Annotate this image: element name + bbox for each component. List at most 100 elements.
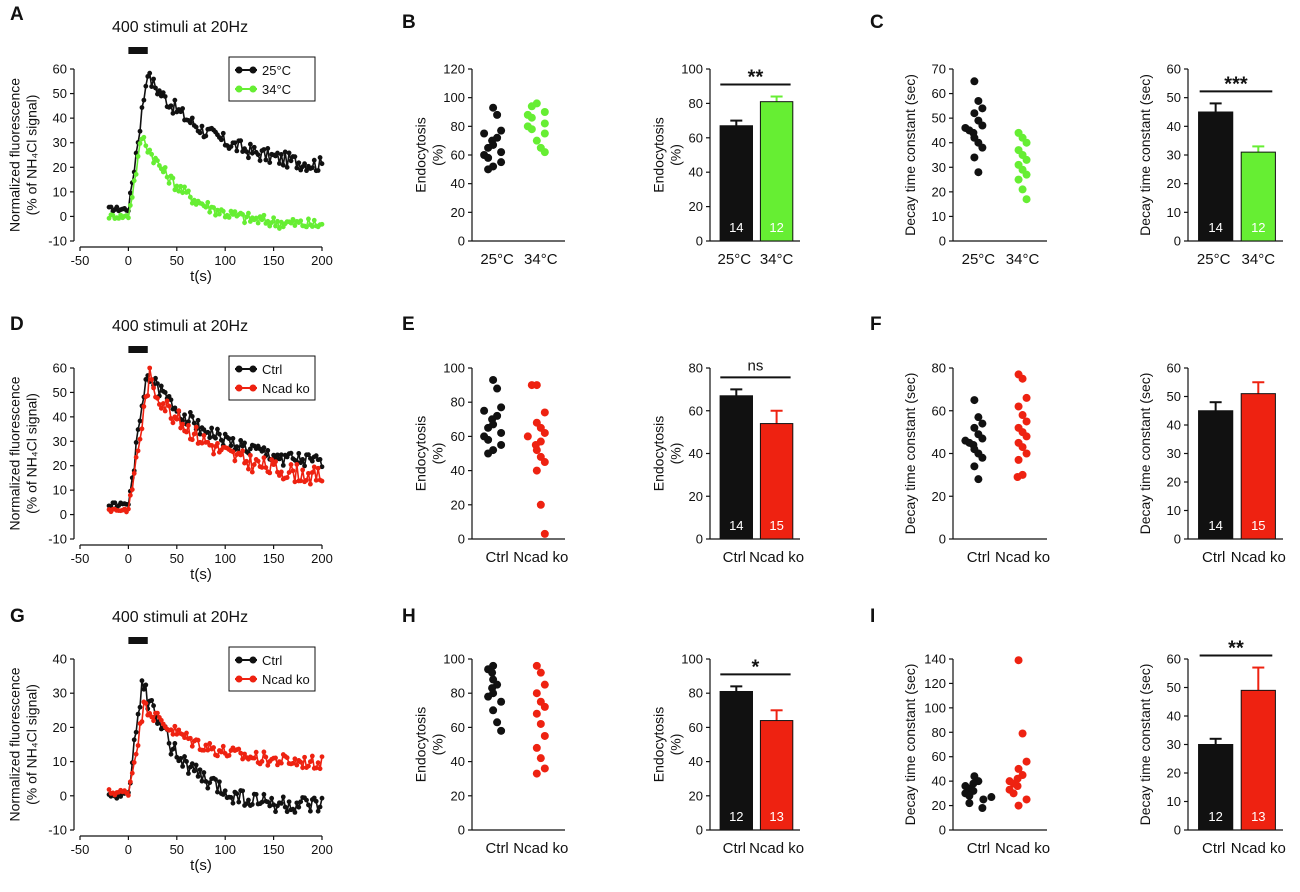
trace-point: [170, 420, 176, 426]
y-axis-label: (% of NH₄Cl signal): [24, 684, 40, 805]
trace-point: [170, 746, 176, 752]
y-tick-label: 60: [1167, 361, 1181, 376]
data-point: [1014, 402, 1023, 411]
trace-point: [304, 168, 309, 174]
trace-point: [182, 735, 187, 741]
data-point: [540, 764, 549, 773]
trace-point: [246, 210, 251, 216]
legend-label: Ncad ko: [262, 672, 310, 687]
trace-point: [187, 735, 193, 741]
y-tick-label: 40: [1167, 709, 1181, 724]
panel-letter: I: [870, 606, 875, 627]
trace-point: [125, 506, 131, 512]
trace-point: [176, 727, 182, 733]
y-axis-label: Endocytosis: [413, 707, 429, 782]
trace-point: [187, 194, 193, 200]
chart-g: -10 0 10 20 30 40 Normalized fluorescence (% of…: [7, 609, 333, 874]
data-point: [1014, 764, 1023, 773]
trace-point: [220, 130, 226, 136]
trace-point: [261, 147, 267, 152]
data-point: [1018, 411, 1027, 420]
y-tick-label: 40: [932, 135, 946, 150]
category-label: Ncad ko: [513, 840, 568, 857]
data-point: [1018, 443, 1027, 452]
trace-point: [249, 150, 255, 156]
category-label: Ctrl: [967, 549, 990, 566]
y-axis-label: (% of NH₄Cl signal): [24, 393, 40, 514]
trace-point: [135, 711, 141, 717]
y-tick-label: 20: [932, 798, 946, 813]
trace-point: [215, 753, 220, 759]
trace-point: [277, 226, 282, 231]
panel-letter: G: [10, 606, 25, 627]
data-point: [532, 709, 541, 718]
y-tick-label: 80: [451, 119, 465, 134]
trace-point: [131, 470, 137, 476]
trace-point: [129, 770, 135, 776]
legend-marker: [249, 85, 257, 93]
trace-point: [180, 763, 186, 769]
y-tick-label: 20: [1167, 176, 1181, 191]
n-label: 12: [729, 809, 743, 824]
trace-point: [247, 446, 253, 452]
bar: [759, 720, 794, 831]
y-tick-label: 40: [689, 165, 703, 180]
data-point: [536, 719, 545, 728]
trace-point: [189, 115, 195, 121]
y-axis-label: Decay time constant (sec): [902, 74, 918, 236]
trace-point: [255, 220, 261, 226]
trace-point: [275, 218, 280, 224]
y-tick-label: 60: [451, 148, 465, 163]
trace-point: [168, 727, 174, 733]
trace-point: [280, 794, 286, 800]
category-label: 25°C: [718, 251, 752, 268]
y-tick-label: 20: [689, 788, 703, 803]
trace-point: [195, 737, 201, 743]
bar: [759, 423, 794, 540]
trace-point: [307, 759, 313, 765]
data-point: [527, 381, 536, 390]
trace-point: [246, 155, 251, 161]
trace-point: [234, 791, 240, 797]
trace-point: [216, 431, 222, 437]
y-tick-label: 0: [60, 788, 67, 803]
y-tick-label: 50: [932, 111, 946, 126]
category-label: 25°C: [962, 251, 996, 268]
y-axis-label: (% of NH₄Cl signal): [24, 95, 40, 216]
data-point: [480, 129, 489, 138]
trace-point: [141, 134, 147, 140]
trace-point: [156, 88, 162, 94]
trace-point: [213, 435, 218, 441]
trace-point: [191, 197, 197, 203]
trace-point: [158, 717, 164, 723]
trace-point: [153, 85, 158, 91]
bar: [1240, 393, 1276, 540]
trace-point: [271, 802, 276, 808]
data-point: [489, 706, 498, 715]
trace-point: [195, 417, 201, 423]
trace-point: [292, 154, 298, 160]
data-point: [540, 529, 549, 538]
data-point: [978, 804, 987, 813]
trace-point: [125, 792, 131, 798]
trace-point: [319, 754, 325, 760]
y-tick-label: 100: [443, 652, 465, 667]
y-tick-label: 0: [696, 532, 703, 547]
y-tick-label: 40: [451, 463, 465, 478]
category-label: Ncad ko: [1231, 549, 1286, 566]
trace-point: [205, 200, 211, 205]
trace-point: [137, 141, 143, 146]
category-label: Ncad ko: [1231, 840, 1286, 857]
trace-point: [193, 124, 199, 130]
legend-label: Ncad ko: [262, 381, 310, 396]
trace-point: [306, 763, 311, 769]
stimulus-title: 400 stimuli at 20Hz: [112, 318, 248, 335]
y-axis-label: Endocytosis: [413, 117, 429, 192]
data-point: [1022, 195, 1031, 204]
panel-letter: D: [10, 314, 24, 335]
legend-marker: [235, 384, 243, 392]
trace-point: [230, 449, 236, 455]
y-axis-label: (%): [668, 443, 684, 465]
legend-marker: [235, 85, 243, 93]
trace-point: [149, 84, 155, 89]
